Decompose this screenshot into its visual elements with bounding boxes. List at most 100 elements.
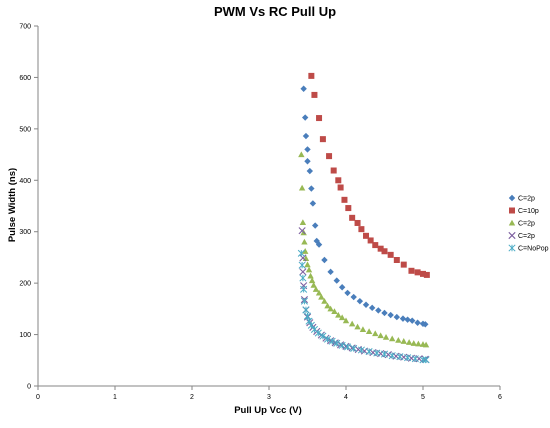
data-point xyxy=(308,185,315,192)
data-point xyxy=(405,339,413,345)
data-point xyxy=(368,304,376,312)
data-point xyxy=(333,339,341,347)
data-point xyxy=(312,286,320,292)
legend-label: C=NoPop xyxy=(518,246,549,253)
data-point xyxy=(302,132,310,140)
data-point xyxy=(312,222,319,229)
data-point xyxy=(419,356,427,364)
legend-label: C=2p xyxy=(518,196,535,203)
x-tick-label: 4 xyxy=(344,394,348,401)
series-2 xyxy=(308,72,430,278)
data-point xyxy=(304,158,311,165)
data-point xyxy=(414,269,421,276)
data-point xyxy=(337,184,344,191)
y-tick-label: 300 xyxy=(19,229,31,236)
data-point xyxy=(387,311,394,319)
data-point xyxy=(350,344,358,353)
x-tick-label: 1 xyxy=(113,394,117,401)
legend-item: C=2p xyxy=(508,219,535,228)
data-point xyxy=(338,284,346,291)
data-point xyxy=(377,332,384,339)
y-tick-label: 0 xyxy=(27,384,31,391)
data-point xyxy=(367,237,374,244)
legend-item: C=10p xyxy=(509,207,539,215)
data-point xyxy=(348,320,356,327)
data-point xyxy=(375,307,382,314)
data-point xyxy=(315,241,323,248)
legend-item: C=2p xyxy=(508,194,535,203)
series-3 xyxy=(298,151,430,348)
data-point xyxy=(372,242,379,249)
data-point xyxy=(420,270,426,277)
data-point xyxy=(422,321,429,328)
data-point xyxy=(331,308,338,314)
series-5 xyxy=(297,249,430,364)
legend-marker xyxy=(508,244,516,252)
data-point xyxy=(354,323,361,330)
x-tick-label: 3 xyxy=(267,394,271,401)
data-point xyxy=(319,332,327,340)
x-axis-title: Pull Up Vcc (V) xyxy=(234,405,302,416)
data-point xyxy=(298,184,306,191)
axes: 0 1 2 3 4 5 6 0 100 200 300 400 500 600 700 xyxy=(19,24,502,402)
marker-stroke xyxy=(337,341,345,349)
data-point xyxy=(316,115,323,122)
data-point xyxy=(318,293,325,300)
data-point xyxy=(300,85,307,92)
data-point xyxy=(300,285,308,293)
data-point xyxy=(380,350,389,358)
data-point xyxy=(422,341,430,348)
data-point xyxy=(301,238,308,245)
chart-title: PWM Vs RC Pull Up xyxy=(214,4,336,19)
data-point xyxy=(305,266,313,273)
legend-item: C=NoPop xyxy=(508,244,549,253)
data-point xyxy=(323,335,332,343)
marker-stroke xyxy=(298,227,306,235)
data-point xyxy=(337,341,345,349)
data-point xyxy=(308,277,316,284)
data-point xyxy=(327,268,334,276)
data-point xyxy=(408,267,415,274)
data-point xyxy=(321,297,328,304)
data-point xyxy=(389,335,396,342)
data-point xyxy=(362,301,370,308)
marker-stroke xyxy=(407,354,416,362)
data-point xyxy=(372,330,379,337)
data-point xyxy=(411,355,419,363)
y-tick-label: 400 xyxy=(19,178,31,185)
x-tick-label: 0 xyxy=(36,394,40,401)
marker-stroke xyxy=(327,337,335,345)
data-point xyxy=(299,254,307,262)
marker-stroke xyxy=(377,350,385,358)
data-point xyxy=(400,338,407,344)
data-point xyxy=(338,341,346,349)
data-point xyxy=(299,219,307,226)
marker-stroke xyxy=(384,351,392,359)
legend-label: C=2p xyxy=(518,233,535,240)
data-point xyxy=(297,249,305,257)
data-point xyxy=(344,289,351,297)
data-point xyxy=(393,313,401,321)
marker-stroke xyxy=(369,348,377,357)
y-axis-title: Pulse Width (ns) xyxy=(7,168,18,242)
legend-marker xyxy=(509,207,515,214)
data-point xyxy=(324,302,331,309)
data-point xyxy=(321,256,328,264)
data-point xyxy=(400,261,407,268)
y-tick-label: 500 xyxy=(19,126,31,133)
data-point xyxy=(314,329,322,337)
data-point xyxy=(363,232,370,239)
data-point xyxy=(303,312,312,320)
data-point xyxy=(309,200,317,207)
marker-stroke xyxy=(299,254,307,262)
legend-label: C=2p xyxy=(518,221,535,228)
data-point xyxy=(423,271,430,278)
data-point xyxy=(377,245,384,252)
data-point xyxy=(298,151,305,158)
data-point xyxy=(301,114,309,121)
y-tick-label: 600 xyxy=(19,75,31,82)
data-point xyxy=(341,196,348,203)
marker-stroke xyxy=(331,339,339,347)
data-point xyxy=(328,337,336,345)
